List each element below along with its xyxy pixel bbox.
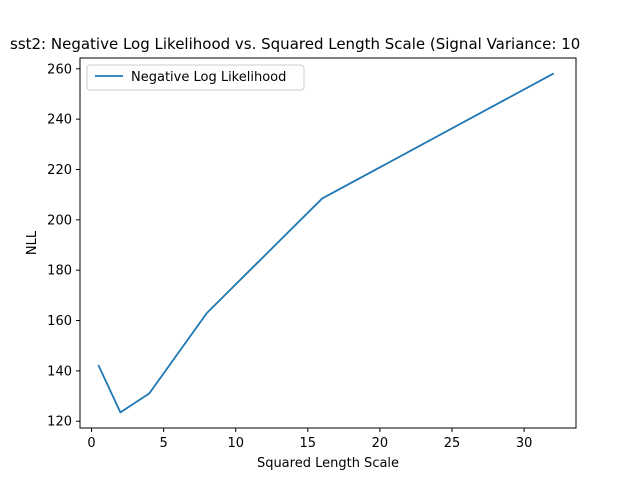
- legend-box: [86, 64, 305, 91]
- y-axis-label: NLL: [25, 230, 40, 255]
- y-tick-label: 120: [47, 415, 72, 430]
- y-tick-label: 200: [47, 213, 72, 228]
- y-tick-label: 240: [47, 113, 72, 128]
- x-tick-label: 20: [372, 436, 389, 451]
- legend: Negative Log Likelihood: [86, 64, 305, 91]
- x-tick-label: 10: [227, 436, 244, 451]
- y-tick-label: 140: [47, 364, 72, 379]
- x-tick-label: 5: [159, 436, 167, 451]
- y-axis: 120 140 160 180 200 220 240 260: [47, 62, 80, 430]
- legend-label: Negative Log Likelihood: [131, 70, 286, 85]
- y-tick-label: 160: [47, 314, 72, 329]
- x-tick-label: 0: [87, 436, 95, 451]
- x-tick-label: 25: [444, 436, 461, 451]
- x-tick-label: 30: [516, 436, 533, 451]
- x-axis-label: Squared Length Scale: [257, 456, 399, 471]
- plot-area-frame: [79, 57, 577, 429]
- x-axis: 0 5 10 15 20 25 30: [87, 428, 532, 451]
- y-tick-label: 260: [47, 62, 72, 77]
- x-tick-label: 15: [300, 436, 317, 451]
- series-layer: [97, 72, 555, 414]
- y-tick-label: 180: [47, 264, 72, 279]
- y-tick-label: 220: [47, 163, 72, 178]
- chart-title: sst2: Negative Log Likelihood vs. Square…: [10, 35, 580, 53]
- series-line: [97, 72, 555, 414]
